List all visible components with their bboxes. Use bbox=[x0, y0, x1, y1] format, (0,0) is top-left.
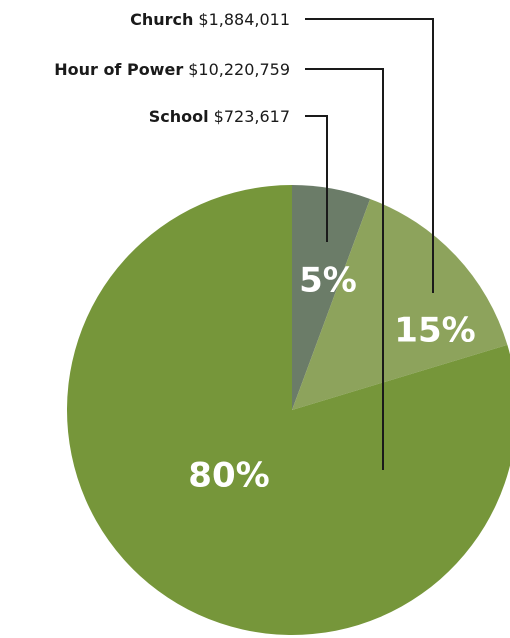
pie-slices bbox=[67, 185, 510, 635]
callout-name-church: Church bbox=[130, 10, 193, 29]
percent-labels: 5% 15% 80% bbox=[188, 261, 475, 496]
percent-label-church: 15% bbox=[394, 311, 475, 351]
callout-school: School $723,617 bbox=[149, 107, 290, 126]
callout-church: Church $1,884,011 bbox=[130, 10, 290, 29]
pie-slice-school bbox=[292, 185, 371, 410]
callout-labels: School $723,617 Church $1,884,011 Hour of Po… bbox=[54, 10, 290, 126]
callout-name-hour-of-power: Hour of Power bbox=[54, 60, 183, 79]
leader-line-school bbox=[305, 115, 328, 242]
pie-slice-church bbox=[292, 198, 508, 410]
percent-label-hour-of-power: 80% bbox=[188, 456, 269, 496]
leader-line-hour-of-power bbox=[305, 68, 384, 470]
percent-label-school: 5% bbox=[299, 261, 357, 301]
callout-name-school: School bbox=[149, 107, 209, 126]
callout-hour-of-power: Hour of Power $10,220,759 bbox=[54, 60, 290, 79]
callout-amount-church: $1,884,011 bbox=[198, 10, 290, 29]
leader-lines bbox=[305, 18, 434, 470]
callout-amount-hour-of-power: $10,220,759 bbox=[188, 60, 290, 79]
pie-slice-hour-of-power bbox=[67, 185, 510, 635]
callout-amount-school: $723,617 bbox=[214, 107, 290, 126]
leader-line-church bbox=[305, 18, 434, 293]
